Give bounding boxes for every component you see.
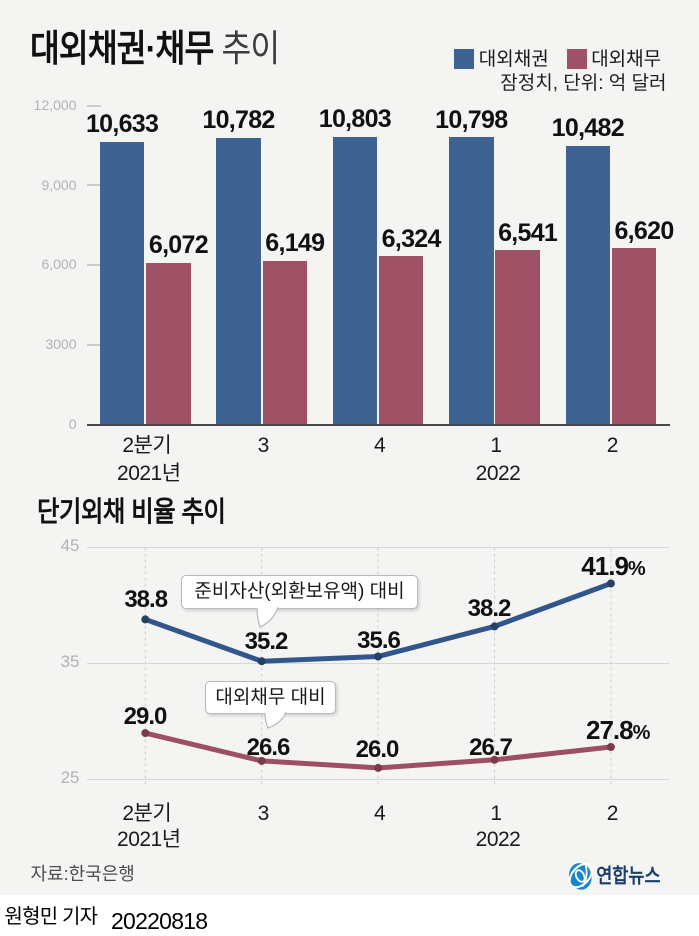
- svg-text:연합뉴스: 연합뉴스: [596, 864, 660, 886]
